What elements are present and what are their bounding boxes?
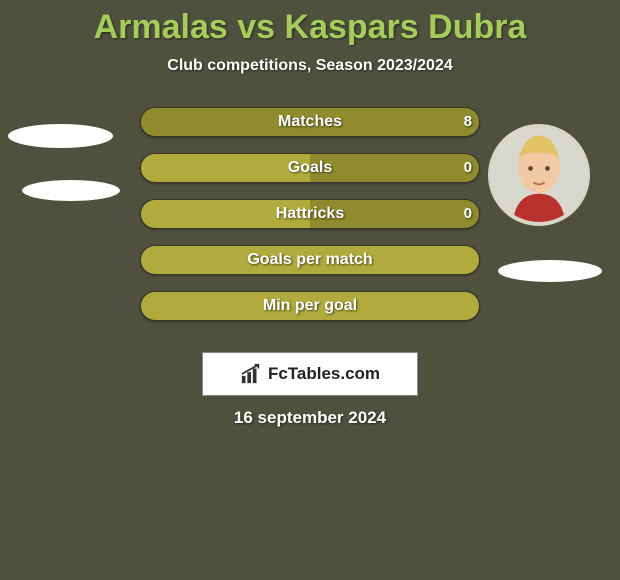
value-right: 0 [464, 153, 472, 183]
metric-row: Min per goal [0, 291, 620, 337]
date-text: 16 september 2024 [0, 408, 620, 428]
metric-row: Goals0 [0, 153, 620, 199]
value-right: 8 [464, 107, 472, 137]
bar-track [140, 199, 480, 229]
bar-track [140, 245, 480, 275]
subtitle: Club competitions, Season 2023/2024 [0, 57, 620, 75]
bar-track [140, 107, 480, 137]
bar-right [141, 108, 479, 136]
bar-left [141, 200, 310, 228]
bar-track [140, 153, 480, 183]
metric-row: Goals per match [0, 245, 620, 291]
bar-right [310, 154, 479, 182]
logo-text: FcTables.com [268, 364, 380, 384]
fctables-logo: FcTables.com [202, 352, 418, 396]
bar-right [310, 200, 479, 228]
value-right: 0 [464, 199, 472, 229]
bar-fill [141, 246, 479, 274]
bar-left [141, 154, 310, 182]
bars-icon [240, 363, 262, 385]
page-title: Armalas vs Kaspars Dubra [0, 0, 620, 47]
metric-row: Hattricks0 [0, 199, 620, 245]
bar-fill [141, 292, 479, 320]
metric-row: Matches8 [0, 107, 620, 153]
bar-track [140, 291, 480, 321]
comparison-chart: Matches8Goals0Hattricks0Goals per matchM… [0, 107, 620, 337]
